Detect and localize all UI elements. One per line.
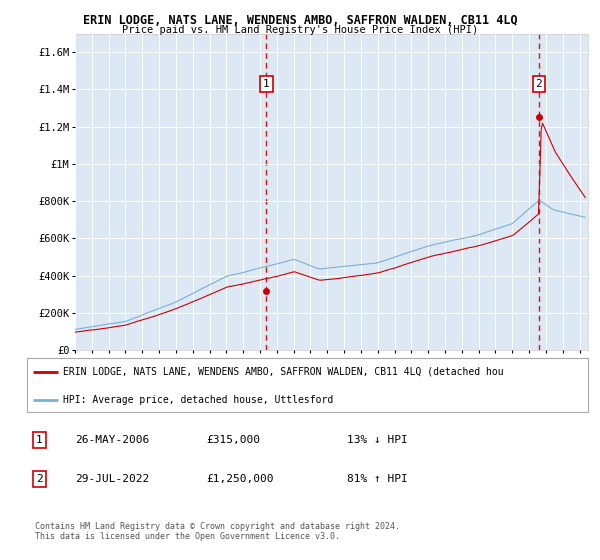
- Text: £1,250,000: £1,250,000: [206, 474, 274, 484]
- Text: 29-JUL-2022: 29-JUL-2022: [74, 474, 149, 484]
- Text: Contains HM Land Registry data © Crown copyright and database right 2024.
This d: Contains HM Land Registry data © Crown c…: [35, 522, 400, 541]
- Text: 1: 1: [263, 79, 270, 89]
- Text: 1: 1: [36, 435, 43, 445]
- Text: ERIN LODGE, NATS LANE, WENDENS AMBO, SAFFRON WALDEN, CB11 4LQ (detached hou: ERIN LODGE, NATS LANE, WENDENS AMBO, SAF…: [64, 367, 504, 377]
- Text: 13% ↓ HPI: 13% ↓ HPI: [347, 435, 407, 445]
- Text: Price paid vs. HM Land Registry's House Price Index (HPI): Price paid vs. HM Land Registry's House …: [122, 25, 478, 35]
- Text: 2: 2: [36, 474, 43, 484]
- Text: 2: 2: [535, 79, 542, 89]
- Text: 26-MAY-2006: 26-MAY-2006: [74, 435, 149, 445]
- Text: HPI: Average price, detached house, Uttlesford: HPI: Average price, detached house, Uttl…: [64, 395, 334, 405]
- Text: 81% ↑ HPI: 81% ↑ HPI: [347, 474, 407, 484]
- Text: ERIN LODGE, NATS LANE, WENDENS AMBO, SAFFRON WALDEN, CB11 4LQ: ERIN LODGE, NATS LANE, WENDENS AMBO, SAF…: [83, 14, 517, 27]
- Text: £315,000: £315,000: [206, 435, 260, 445]
